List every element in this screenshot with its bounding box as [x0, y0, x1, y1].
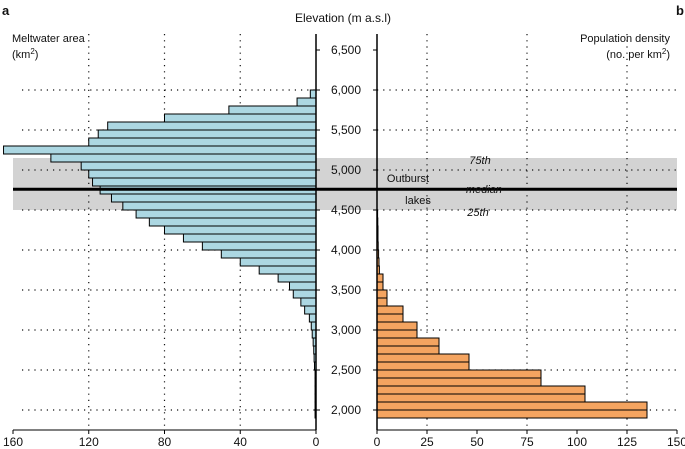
meltwater-bar	[80, 161, 317, 171]
percentile-25-label: 25th	[466, 207, 488, 219]
elevation-tick-label: 6,500	[331, 43, 361, 57]
tick-marks	[12, 49, 678, 434]
population-tick-label: 25	[420, 435, 434, 449]
meltwater-bar	[296, 97, 317, 107]
meltwater-bar	[201, 241, 317, 251]
population-bar	[376, 289, 388, 299]
population-tick-label: 125	[617, 435, 637, 449]
meltwater-bar	[288, 281, 317, 291]
meltwater-bar	[258, 265, 317, 275]
elevation-tick-label: 5,500	[331, 123, 361, 137]
meltwater-tick-labels: 160 120 80 40 0	[3, 435, 320, 449]
meltwater-bar	[148, 217, 317, 227]
population-bar	[376, 345, 440, 355]
population-title: Population density	[580, 33, 670, 45]
meltwater-title: Meltwater area	[12, 33, 86, 45]
population-bar	[376, 321, 418, 331]
population-tick-labels: 0 25 50 75 100 125 150	[374, 435, 685, 449]
elevation-axis-title: Elevation (m a.s.l)	[295, 11, 391, 25]
population-tick-label: 75	[520, 435, 534, 449]
meltwater-tick-label: 80	[158, 435, 172, 449]
meltwater-bar	[135, 209, 317, 219]
population-bar	[376, 329, 418, 339]
meltwater-bar	[220, 249, 317, 259]
lakes-label: lakes	[405, 195, 431, 207]
population-tick-label: 0	[374, 435, 381, 449]
population-bar	[376, 305, 404, 315]
meltwater-bars	[3, 89, 317, 419]
panel-label-a: a	[2, 3, 10, 18]
meltwater-bar	[122, 201, 317, 211]
population-tick-label: 100	[567, 435, 587, 449]
population-bar	[376, 385, 586, 395]
elevation-tick-label: 3,000	[331, 323, 361, 337]
meltwater-bar	[304, 305, 317, 315]
population-tick-label: 50	[470, 435, 484, 449]
panel-label-b: b	[676, 3, 684, 18]
elevation-tick-labels: 2,000 2,500 3,000 3,500 4,000 4,500 5,000 5,500…	[331, 43, 361, 417]
meltwater-bar	[309, 89, 317, 99]
population-tick-label: 150	[667, 435, 685, 449]
outburst-label: Outburst	[387, 173, 429, 185]
meltwater-tick-label: 40	[234, 435, 248, 449]
population-bar	[376, 337, 440, 347]
meltwater-tick-label: 0	[313, 435, 320, 449]
population-bar	[376, 273, 384, 283]
meltwater-bar	[88, 137, 317, 147]
population-bar	[376, 281, 384, 291]
meltwater-bar	[50, 153, 317, 163]
meltwater-bar	[239, 257, 317, 267]
meltwater-bar	[92, 177, 317, 187]
percentile-75-label: 75th	[469, 155, 490, 167]
population-bar	[376, 393, 586, 403]
meltwater-bar	[3, 145, 317, 155]
elevation-tick-label: 5,000	[331, 163, 361, 177]
population-bar	[376, 369, 542, 379]
meltwater-bar	[164, 113, 317, 123]
meltwater-bar	[228, 105, 317, 115]
median-label: median	[466, 184, 502, 196]
meltwater-unit: (km2)	[12, 47, 38, 61]
elevation-tick-label: 4,500	[331, 203, 361, 217]
meltwater-bar	[164, 225, 317, 235]
elevation-tick-label: 4,000	[331, 243, 361, 257]
population-bar	[376, 377, 542, 387]
elevation-tick-label: 3,500	[331, 283, 361, 297]
meltwater-bar	[107, 121, 317, 131]
population-bar	[376, 409, 648, 419]
elevation-tick-label: 2,500	[331, 363, 361, 377]
population-bar	[376, 353, 470, 363]
meltwater-bar	[88, 169, 317, 179]
meltwater-tick-label: 120	[79, 435, 99, 449]
population-unit: (no. per km2)	[606, 47, 670, 61]
population-bar	[376, 361, 470, 371]
meltwater-bar	[97, 129, 317, 139]
population-bar	[376, 297, 388, 307]
meltwater-bar	[292, 289, 317, 299]
population-bar	[376, 401, 648, 411]
population-bar	[376, 313, 404, 323]
meltwater-bar	[308, 313, 317, 323]
elevation-tick-label: 6,000	[331, 83, 361, 97]
meltwater-bar	[277, 273, 317, 283]
meltwater-tick-label: 160	[3, 435, 23, 449]
meltwater-bar	[300, 297, 317, 307]
elevation-tick-label: 2,000	[331, 403, 361, 417]
meltwater-bar	[110, 193, 317, 203]
meltwater-bar	[182, 233, 317, 243]
population-bars	[376, 209, 648, 419]
